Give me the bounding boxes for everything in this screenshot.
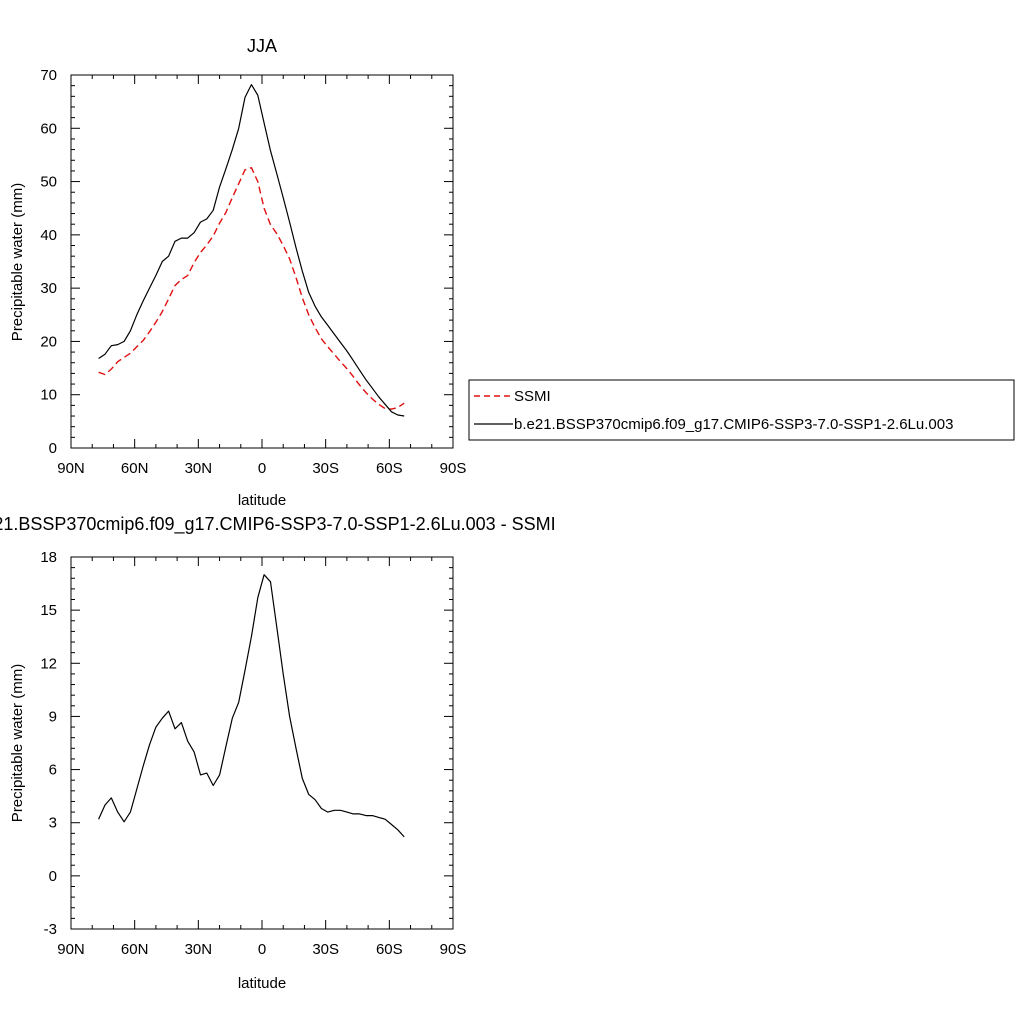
top-y-tick-label: 10 (40, 387, 57, 404)
bottom-y-tick-label: 18 (40, 549, 57, 566)
top-y-tick-label: 0 (49, 440, 57, 457)
bottom-y-tick-label: 12 (40, 655, 57, 672)
top-plot-frame (70, 74, 454, 449)
top-y-tick-label: 40 (40, 227, 57, 244)
bottom-chart-title: b.e21.BSSP370cmip6.f09_g17.CMIP6-SSP3-7.… (0, 514, 556, 535)
bottom-x-tick-label: 90S (440, 941, 467, 958)
bottom-series-difference-line (98, 574, 405, 838)
bottom-x-tick-label: 90N (57, 941, 85, 958)
top-x-tick-label: 90N (57, 460, 85, 477)
bottom-x-tick-label: 30N (185, 941, 213, 958)
top-y-tick-label: 20 (40, 333, 57, 350)
bottom-y-tick-label: 6 (49, 762, 57, 779)
legend: SSMI b.e21.BSSP370cmip6.f09_g17.CMIP6-SS… (468, 379, 1015, 441)
top-panel: JJA Precipitable water (mm) latitude 0 10… (9, 36, 466, 509)
top-x-tick-label: 90S (440, 460, 467, 477)
bottom-y-tick-label: 0 (49, 868, 57, 885)
top-x-tick-label: 30N (185, 460, 213, 477)
top-series-model-line (98, 83, 405, 417)
top-series-ssmi-line (98, 166, 405, 410)
top-x-tick-label: 60N (121, 460, 149, 477)
bottom-x-tick-label: 0 (258, 941, 266, 958)
top-x-tick-label: 0 (258, 460, 266, 477)
top-y-tick-label: 60 (40, 120, 57, 137)
bottom-panel: b.e21.BSSP370cmip6.f09_g17.CMIP6-SSP3-7.… (0, 514, 556, 992)
top-chart-title: JJA (247, 36, 277, 56)
top-y-tick-label: 70 (40, 67, 57, 84)
bottom-y-axis-label: Precipitable water (mm) (9, 664, 26, 822)
bottom-x-tick-label: 60N (121, 941, 149, 958)
bottom-y-tick-label: 9 (49, 708, 57, 725)
top-y-tick-label: 50 (40, 174, 57, 191)
bottom-y-tick-label: 15 (40, 602, 57, 619)
bottom-x-axis-label: latitude (238, 975, 286, 992)
bottom-x-tick-label: 30S (312, 941, 339, 958)
legend-label-ssmi: SSMI (514, 388, 551, 405)
top-x-tick-label: 60S (376, 460, 403, 477)
bottom-y-tick-label: 3 (49, 815, 57, 832)
top-x-tick-label: 30S (312, 460, 339, 477)
top-y-axis-label: Precipitable water (mm) (9, 183, 26, 341)
bottom-x-tick-label: 60S (376, 941, 403, 958)
legend-box (468, 379, 1015, 441)
top-x-axis-label: latitude (238, 492, 286, 509)
legend-label-model: b.e21.BSSP370cmip6.f09_g17.CMIP6-SSP3-7.… (514, 416, 953, 433)
bottom-plot-frame (70, 556, 454, 930)
top-y-tick-label: 30 (40, 280, 57, 297)
bottom-y-tick-label: -3 (44, 921, 57, 938)
